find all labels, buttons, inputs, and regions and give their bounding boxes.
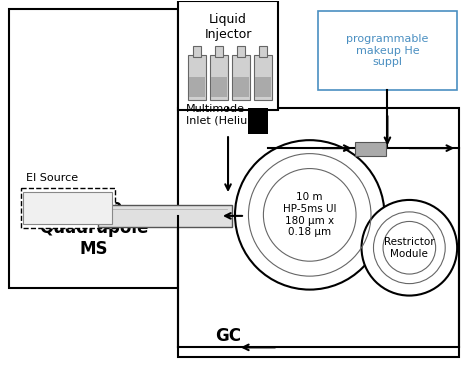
Circle shape xyxy=(362,200,457,295)
Bar xyxy=(23,192,112,224)
Text: 10 m
HP-5ms UI
180 μm x
0.18 μm: 10 m HP-5ms UI 180 μm x 0.18 μm xyxy=(283,192,337,237)
Text: GC: GC xyxy=(215,327,241,345)
Bar xyxy=(318,11,457,90)
Text: EI Source: EI Source xyxy=(26,173,78,183)
Bar xyxy=(232,55,250,100)
Bar xyxy=(215,46,223,58)
Bar xyxy=(98,205,232,227)
Bar xyxy=(255,77,271,97)
Bar xyxy=(211,77,227,97)
Bar xyxy=(21,188,116,228)
Bar xyxy=(248,108,268,134)
Circle shape xyxy=(235,140,384,290)
Bar xyxy=(178,108,459,357)
Bar xyxy=(9,9,178,288)
Bar xyxy=(355,142,386,156)
Text: Single
Quadrupole
MS: Single Quadrupole MS xyxy=(39,198,148,258)
Bar xyxy=(259,46,267,58)
Bar xyxy=(233,77,249,97)
Bar xyxy=(178,1,278,110)
Bar xyxy=(210,55,228,100)
Text: Restrictor
Module: Restrictor Module xyxy=(384,237,435,259)
Text: Liquid
Injector: Liquid Injector xyxy=(204,12,252,41)
Text: programmable
makeup He
suppl: programmable makeup He suppl xyxy=(346,34,428,67)
Text: Multimode
Inlet (Helium): Multimode Inlet (Helium) xyxy=(186,104,263,126)
Bar xyxy=(188,55,206,100)
Bar xyxy=(254,55,272,100)
Bar xyxy=(193,46,201,58)
Bar xyxy=(237,46,245,58)
Bar xyxy=(189,77,205,97)
